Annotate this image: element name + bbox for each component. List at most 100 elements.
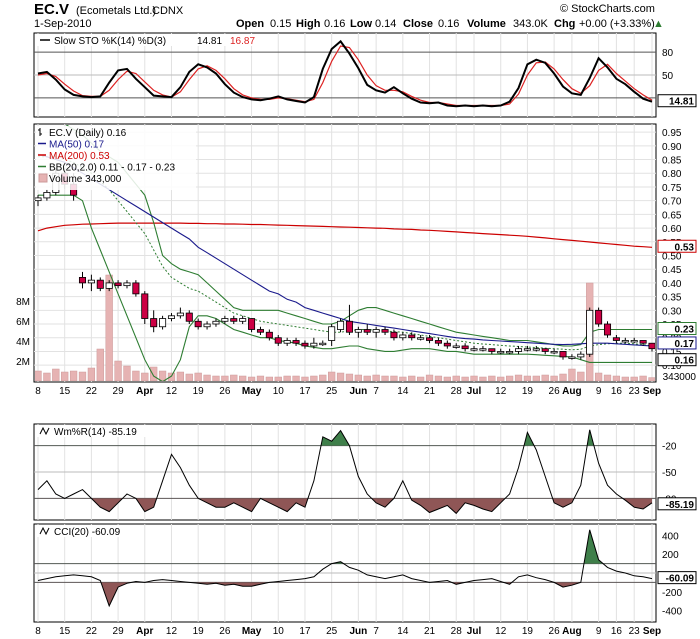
header-chg-value: +0.00 (+3.33%) (579, 18, 655, 30)
wr-line (37, 429, 653, 515)
volume-bar (603, 374, 612, 381)
volume-bar (461, 376, 469, 381)
candle-body (114, 282, 122, 287)
volume-bar (105, 274, 113, 381)
candle-body (603, 323, 612, 336)
price-ytick-16: 0.15 (662, 347, 682, 358)
price-ytick-5: 0.70 (662, 197, 682, 208)
header-low-label: Low (350, 18, 372, 30)
candle-body (194, 320, 202, 328)
candle-body (239, 318, 247, 322)
volume-bar (221, 375, 229, 381)
candle-body (159, 318, 167, 328)
volume-ytick-0: 8M (16, 297, 30, 308)
candle-body (417, 337, 425, 340)
wr-last-label: -85.19 (666, 500, 695, 511)
x-axis-label: 22 (86, 386, 98, 397)
price-ytick-3: 0.80 (662, 169, 682, 180)
volume-bar (408, 375, 416, 381)
volume-bar (568, 368, 576, 381)
volume-bar (434, 375, 443, 381)
candle-body (212, 320, 220, 325)
x-axis-label: Apr (136, 386, 153, 397)
cci-line (37, 529, 653, 608)
volume-bar (328, 371, 336, 381)
x-axis-bottom-label: 23 (629, 626, 641, 637)
candle-body (408, 334, 416, 339)
candle-body (354, 329, 362, 333)
wr-oversold-fill (38, 498, 652, 514)
candle-body (452, 345, 460, 348)
volume-bar (488, 375, 496, 381)
volume-bar (630, 376, 638, 381)
volume-bar (372, 374, 380, 381)
price-legend-volume-swatch (38, 173, 48, 183)
ma200-line (37, 222, 653, 248)
x-axis-bottom-label: 21 (424, 626, 436, 637)
volume-bar (239, 375, 247, 381)
x-axis-bottom-label: 15 (59, 626, 71, 637)
candle-body (123, 282, 131, 287)
x-axis-bottom-label: 8 (35, 626, 41, 637)
chart-panels: 805020Slow STO %K(14) %D(3)14.8116.8714.… (16, 32, 697, 637)
volume-bar (123, 365, 131, 381)
sto-ytick-50: 50 (662, 71, 674, 82)
volume-bar (274, 376, 282, 381)
x-axis-bottom-label: 14 (397, 626, 409, 637)
candle-body (248, 318, 256, 330)
candle-body (150, 318, 158, 328)
volume-bar (523, 375, 532, 381)
header-volume-value: 343.0K (513, 18, 549, 30)
candle-body (167, 315, 175, 319)
volume-bar (176, 371, 185, 381)
price-legend-1: MA(50) 0.17 (49, 140, 104, 151)
price-legend-2: MA(200) 0.53 (49, 151, 110, 162)
volume-bar (479, 376, 487, 381)
cci-legend: CCI(20) -60.09 (54, 527, 121, 538)
header-close-label: Close (403, 18, 433, 30)
candle-body (434, 340, 442, 344)
x-axis-label: 14 (397, 386, 409, 397)
ma200-last-label-box (657, 239, 697, 253)
candle-body (577, 353, 585, 358)
bb-upper-last-label: 0.23 (675, 325, 695, 336)
candle-body (559, 351, 567, 358)
volume-bar (417, 376, 425, 381)
header-exchange: CDNX (152, 5, 184, 17)
x-axis-bottom-label: 29 (113, 626, 125, 637)
volume-ytick-3: 2M (16, 357, 30, 368)
x-axis-label: 15 (59, 386, 71, 397)
volume-bar (292, 375, 300, 381)
volume-bar (594, 372, 603, 381)
wr-ytick-0: -20 (662, 442, 677, 453)
volume-last-label: 343000 (663, 372, 697, 383)
volume-bar (52, 368, 60, 381)
candle-body (550, 351, 558, 354)
volume-bar (612, 375, 621, 381)
bb-lower-line (38, 194, 652, 381)
candle-body (230, 318, 238, 322)
header-company: (Ecometals Ltd.) (76, 5, 156, 17)
x-axis-label: 26 (549, 386, 561, 397)
x-axis-bottom-label: 16 (611, 626, 623, 637)
x-axis-bottom-label: 28 (451, 626, 463, 637)
sto-legend-bg (37, 34, 277, 46)
bb-upper-last-label-box (657, 322, 697, 336)
candle-body (132, 282, 140, 295)
candle-body (390, 331, 398, 339)
wr-legend-bg (37, 425, 147, 437)
cci-legend-icon (39, 526, 50, 536)
volume-bar (247, 376, 256, 381)
volume-bar (497, 376, 505, 381)
x-axis-bottom-label: 22 (86, 626, 98, 637)
volume-bar (559, 373, 567, 381)
volume-bar (363, 375, 371, 381)
volume-bar (639, 375, 647, 381)
candle-body (203, 323, 211, 328)
candle-body (515, 348, 523, 352)
price-ytick-4: 0.75 (662, 183, 682, 194)
volume-bar (390, 375, 398, 381)
header-chg-label: Chg (554, 18, 575, 30)
candle-body (87, 279, 95, 284)
candle-body (105, 282, 113, 289)
